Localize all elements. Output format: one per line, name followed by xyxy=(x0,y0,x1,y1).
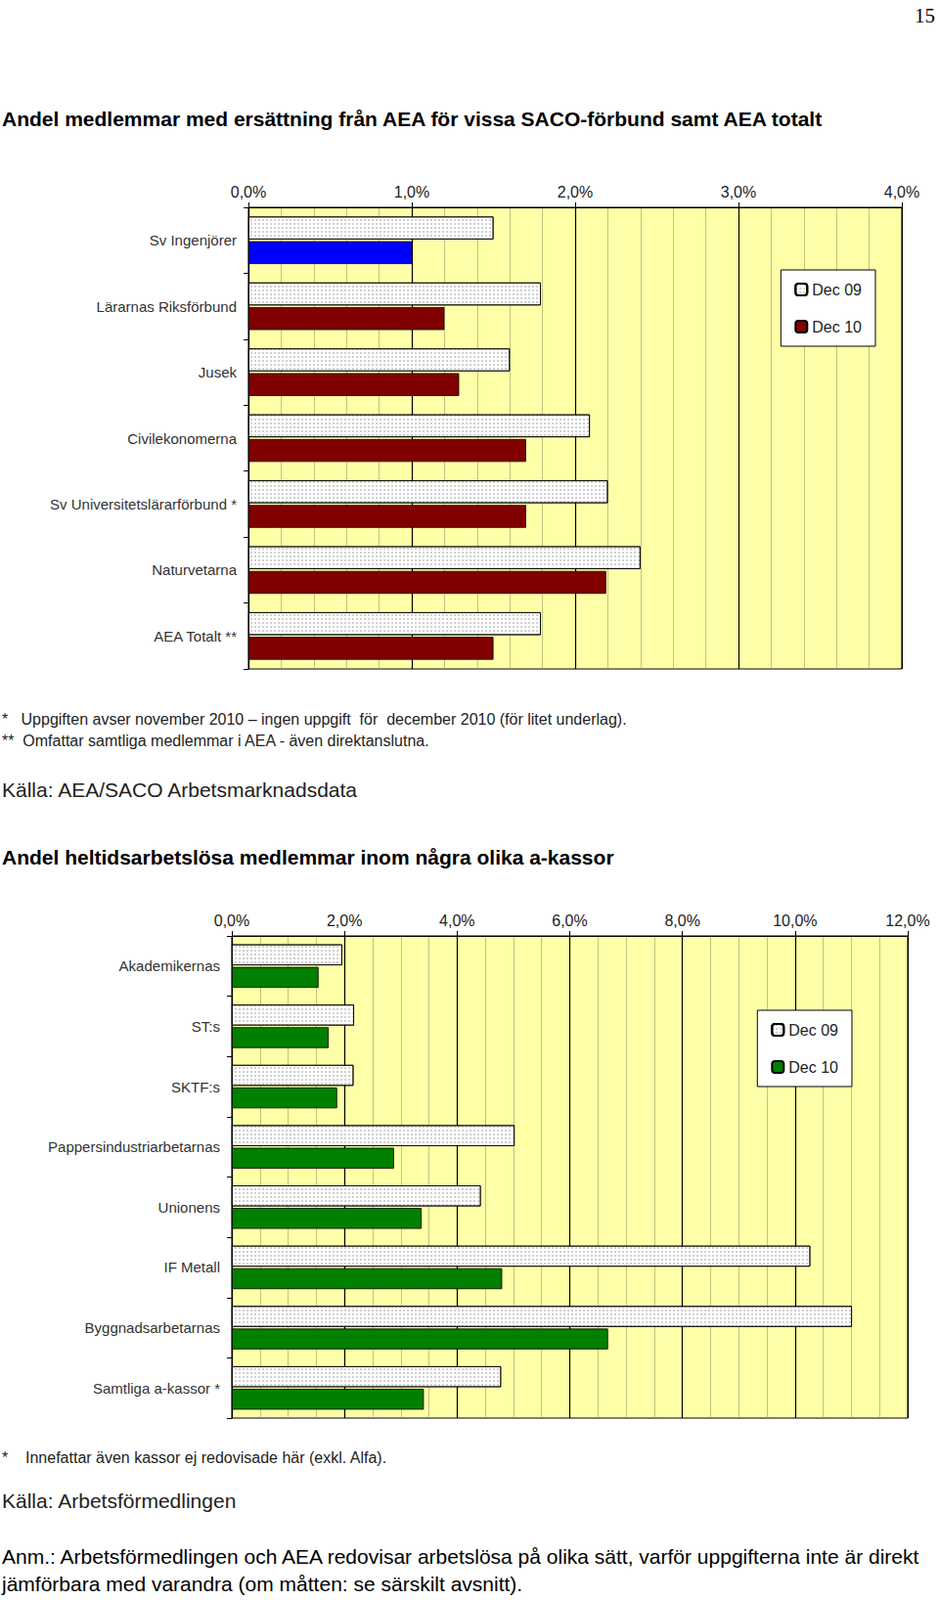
svg-text:Lärarnas Riksförbund: Lärarnas Riksförbund xyxy=(96,298,237,315)
svg-text:Samtliga a-kassor *: Samtliga a-kassor * xyxy=(92,1380,221,1397)
html-text:Källa: Arbetsförmedlingen: Källa: Arbetsförmedlingen xyxy=(1,1489,237,1513)
svg-text:4,0%: 4,0% xyxy=(439,912,475,930)
html-text:** Omfattar samtliga medlemmar: ** Omfattar samtliga medlemmar i AEA - ä… xyxy=(1,732,430,750)
svg-text:0,0%: 0,0% xyxy=(214,912,250,930)
svg-text:Dec 09: Dec 09 xyxy=(811,281,862,299)
svg-text:Unionens: Unionens xyxy=(158,1199,221,1216)
svg-text:Akademikernas: Akademikernas xyxy=(119,957,221,975)
html-text:15: 15 xyxy=(914,3,936,28)
html-text:* Innefattar även kassor ej re: * Innefattar även kassor ej redovisade h… xyxy=(1,1449,387,1467)
svg-text:Sv Ingenjörer: Sv Ingenjörer xyxy=(149,231,237,249)
svg-text:SKTF:s: SKTF:s xyxy=(171,1078,221,1096)
html-text:Andel heltidsarbetslösa medlem: Andel heltidsarbetslösa medlemmar inom n… xyxy=(1,846,614,869)
svg-text:AEA Totalt **: AEA Totalt ** xyxy=(153,627,237,645)
html-text:Anm.: Arbetsförmedlingen och A: Anm.: Arbetsförmedlingen och AEA redovis… xyxy=(1,1545,919,1596)
svg-text:Byggnadsarbetarnas: Byggnadsarbetarnas xyxy=(85,1319,221,1337)
svg-text:Naturvetarna: Naturvetarna xyxy=(151,561,237,579)
html-text:Andel medlemmar med ersättning: Andel medlemmar med ersättning från AEA … xyxy=(1,107,822,131)
svg-text:6,0%: 6,0% xyxy=(551,912,587,930)
svg-text:0,0%: 0,0% xyxy=(230,183,267,201)
svg-text:12,0%: 12,0% xyxy=(885,912,930,930)
svg-text:Dec 10: Dec 10 xyxy=(811,318,862,336)
svg-text:Pappersindustriarbetarnas: Pappersindustriarbetarnas xyxy=(47,1138,221,1156)
html-text:* Uppgiften avser november 201: * Uppgiften avser november 2010 – ingen … xyxy=(1,711,627,728)
svg-text:4,0%: 4,0% xyxy=(884,183,920,201)
svg-text:Jusek: Jusek xyxy=(198,363,238,381)
html-text:Källa: AEA/SACO Arbetsmarknads: Källa: AEA/SACO Arbetsmarknadsdata xyxy=(1,778,358,802)
svg-text:2,0%: 2,0% xyxy=(326,912,362,930)
svg-text:ST:s: ST:s xyxy=(191,1018,221,1035)
svg-text:10,0%: 10,0% xyxy=(772,912,817,930)
svg-text:Civilekonomerna: Civilekonomerna xyxy=(127,430,237,448)
svg-text:Dec 09: Dec 09 xyxy=(788,1022,839,1039)
svg-text:2,0%: 2,0% xyxy=(557,183,593,201)
svg-text:3,0%: 3,0% xyxy=(720,183,757,201)
svg-text:1,0%: 1,0% xyxy=(394,183,430,201)
svg-text:8,0%: 8,0% xyxy=(664,912,700,930)
svg-text:IF Metall: IF Metall xyxy=(163,1258,221,1276)
svg-text:Sv Universitetslärarförbund *: Sv Universitetslärarförbund * xyxy=(49,495,237,513)
svg-text:Dec 10: Dec 10 xyxy=(788,1059,839,1076)
